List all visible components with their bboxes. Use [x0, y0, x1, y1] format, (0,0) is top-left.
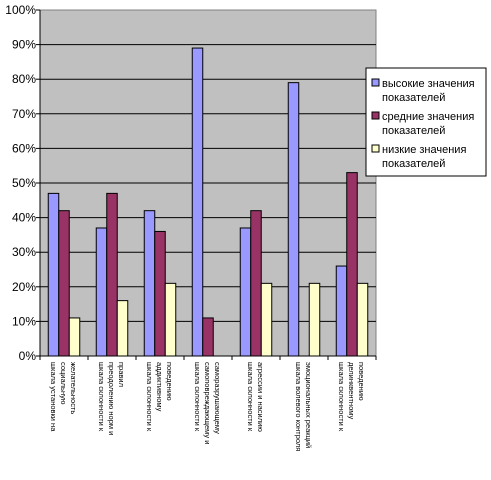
bar — [250, 210, 262, 357]
x-category-label-line: социальную — [59, 362, 68, 405]
bar — [260, 282, 273, 357]
x-category-label: шкала склонности к делинквентному поведени… — [337, 362, 366, 432]
y-axis-ticks: 0% 10% 20% 30% 40% 50% 60% 70% 80% 90% 100% — [5, 3, 40, 363]
y-tick-label: 50% — [12, 176, 36, 190]
legend-label-line: показателей — [382, 92, 445, 104]
bar — [202, 317, 214, 357]
y-tick-label: 80% — [12, 72, 36, 86]
x-category-label-line: преодолению норм и — [107, 362, 116, 435]
legend-box — [365, 67, 487, 177]
x-category-label: шкала волевого контроля эмоциональных реа… — [294, 362, 313, 451]
axes — [39, 10, 377, 360]
legend-label-line: показателей — [382, 158, 445, 170]
x-category-label: шкала установки на социальную желательност… — [49, 362, 78, 432]
bar — [191, 47, 204, 357]
x-category-label-line: поведению — [357, 362, 366, 401]
y-tick-label: 20% — [12, 280, 36, 294]
x-category-label: шкала склонности к преодолению норм и прав… — [97, 362, 126, 435]
x-category-label-line: поведению — [165, 362, 174, 401]
legend-label-line: средние значения — [382, 111, 474, 123]
x-axis-labels: шкала установки на социальную желательност… — [49, 362, 366, 451]
legend-swatch — [371, 111, 380, 120]
bar — [308, 282, 321, 357]
x-category-label-line: шкала установки на — [49, 362, 58, 432]
legend-swatch — [371, 144, 380, 153]
x-category-label-line: аддиктивному — [155, 362, 164, 412]
x-category-label-line: шкала склонности к — [337, 362, 346, 432]
bar — [116, 300, 129, 357]
bar — [239, 227, 252, 357]
x-category-label: шкала склонности к самоповреждающему и сам… — [193, 362, 222, 444]
y-tick-label: 100% — [5, 3, 36, 17]
x-category-label-line: самоповреждающему и — [203, 362, 212, 444]
x-category-label: шкала склонности к агрессии и насилию — [246, 362, 265, 432]
legend-swatch — [371, 78, 380, 87]
bar — [95, 227, 108, 357]
x-category-label-line: шкала склонности к — [193, 362, 202, 432]
x-category-label-line: эмоциональных реакций — [304, 362, 313, 448]
legend-label-line: высокие значения — [382, 78, 475, 90]
legend-label: высокие значения показателей — [382, 78, 475, 104]
legend-label: средние значения показателей — [382, 111, 474, 137]
bar — [47, 192, 60, 357]
bar — [154, 230, 166, 357]
x-category-label-line: шкала склонности к — [97, 362, 106, 432]
legend-label-line: низкие значения — [382, 144, 466, 156]
bar — [335, 265, 348, 357]
bar — [287, 82, 300, 357]
x-category-label-line: шкала волевого контроля — [294, 362, 303, 451]
y-tick-label: 30% — [12, 245, 36, 259]
y-tick-label: 60% — [12, 141, 36, 155]
y-tick-label: 10% — [12, 314, 36, 328]
bar — [143, 210, 156, 357]
legend-label-line: показателей — [382, 125, 445, 137]
bar — [58, 210, 70, 357]
x-category-label-line: саморазрушающему — [213, 362, 222, 434]
x-category-label-line: агрессии и насилию — [256, 362, 265, 432]
y-tick-label: 70% — [12, 107, 36, 121]
y-tick-label: 90% — [12, 38, 36, 52]
bars — [47, 47, 369, 357]
x-category-label: шкала склонности к аддиктивному поведению — [145, 362, 174, 432]
bar — [68, 317, 81, 357]
legend-label: низкие значения показателей — [382, 144, 466, 170]
bar — [356, 282, 369, 357]
y-tick-label: 0% — [19, 349, 37, 363]
x-category-label-line: шкала склонности к — [246, 362, 255, 432]
y-tick-label: 40% — [12, 211, 36, 225]
x-category-label-line: правил — [117, 362, 126, 387]
x-category-label-line: делинквентному — [347, 362, 356, 419]
x-category-label-line: желательность — [69, 362, 78, 414]
bar — [106, 192, 118, 357]
x-category-label-line: шкала склонности к — [145, 362, 154, 432]
bar — [164, 282, 177, 357]
bar — [346, 172, 358, 357]
